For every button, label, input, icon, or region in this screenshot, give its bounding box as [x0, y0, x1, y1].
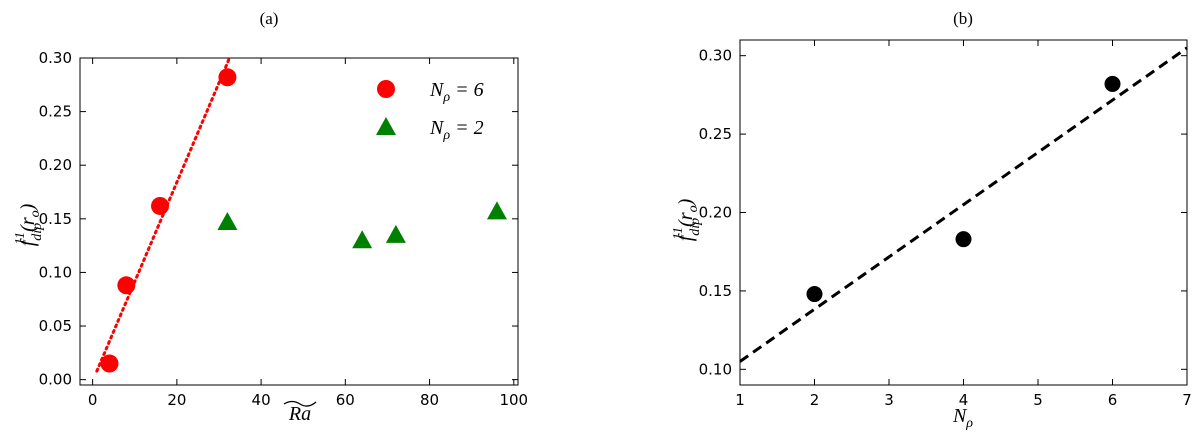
x-tick-label: 100: [499, 391, 528, 409]
x-tick-label: 5: [1033, 391, 1043, 409]
x-tick-label: 2: [810, 391, 820, 409]
panel-a: (a) 0.00 0.05 0.10 0.15 0.20 0.25 0.30 0 20 40 60…: [13, 9, 528, 425]
x-tick-label: 4: [959, 391, 969, 409]
panel-b-x-axis-label: Nρ: [952, 405, 973, 431]
panel-a-y-axis-label: fdip11(ro): [13, 203, 45, 246]
y-tick-label: 0.30: [39, 49, 72, 67]
data-point: [217, 212, 238, 231]
panel-a-fit-line-group: [95, 56, 232, 373]
x-tick-label: 60: [336, 391, 355, 409]
y-tick-label: 0.10: [39, 263, 72, 281]
panel-b-plot-frame: [739, 39, 1188, 386]
panel-a-y-axis: 0.00 0.05 0.10 0.15 0.20 0.25 0.30: [39, 49, 518, 389]
data-point: [117, 276, 136, 295]
panel-a-plot-frame: [79, 57, 519, 386]
data-point: [151, 196, 170, 215]
x-tick-label: 80: [420, 391, 439, 409]
panel-a-data-points: [100, 68, 507, 373]
x-tick-label: 3: [884, 391, 894, 409]
panel-b-x-axis: 1 2 3 4 5 6 7: [735, 40, 1192, 409]
data-point: [806, 286, 823, 303]
y-tick-label: 0.00: [39, 371, 72, 389]
y-tick-label: 0.20: [39, 156, 72, 174]
panel-a-x-axis: 0 20 40 60 80 100: [88, 58, 528, 409]
y-tick-label: 0.20: [699, 204, 732, 222]
data-point: [352, 230, 373, 249]
x-tick-label: 6: [1108, 391, 1118, 409]
x-tick-label: 7: [1182, 391, 1192, 409]
x-tick-label: 0: [88, 391, 98, 409]
y-tick-label: 0.05: [39, 317, 72, 335]
panel-b-fit-line-group: [739, 46, 1188, 363]
panel-b-y-axis: 0.10 0.15 0.20 0.25 0.30: [699, 47, 1187, 378]
legend-label-nrho6: Nρ = 6: [429, 79, 484, 105]
panel-a-label: (a): [260, 9, 279, 28]
svg-text:fdip11(ro): fdip11(ro): [13, 203, 45, 246]
y-tick-label: 0.25: [699, 125, 732, 143]
panel-a-x-axis-label: Ra: [283, 400, 317, 425]
y-tick-label: 0.25: [39, 103, 72, 121]
x-tick-label: 20: [167, 391, 186, 409]
data-point: [100, 354, 119, 373]
fit-line: [95, 56, 232, 373]
x-tick-label: 40: [252, 391, 271, 409]
y-tick-label: 0.30: [699, 47, 732, 65]
panel-b-label: (b): [953, 9, 973, 28]
data-point: [955, 231, 972, 248]
legend-marker-nrho2: [376, 117, 396, 135]
legend-marker-nrho6: [377, 80, 395, 98]
y-tick-label: 0.15: [699, 282, 732, 300]
data-point: [218, 68, 237, 87]
panel-b-data-points: [806, 75, 1121, 303]
data-point: [486, 201, 507, 220]
legend-label-nrho2: Nρ = 2: [429, 117, 484, 143]
panel-a-legend: Nρ = 6 Nρ = 2: [376, 79, 484, 143]
y-tick-label: 0.15: [39, 210, 72, 228]
x-tick-label: 1: [735, 391, 745, 409]
data-point: [1104, 75, 1121, 92]
fit-line: [739, 46, 1188, 363]
y-tick-label: 0.10: [699, 360, 732, 378]
data-point: [385, 224, 406, 243]
svg-text:Ra: Ra: [288, 403, 311, 425]
